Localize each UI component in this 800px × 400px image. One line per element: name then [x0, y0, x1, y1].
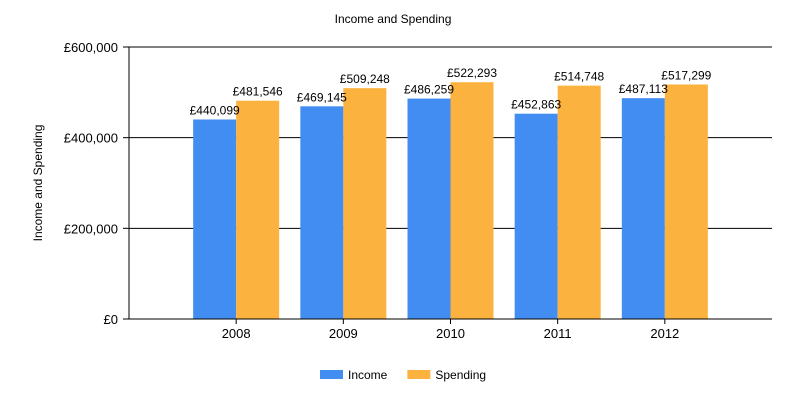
data-label: £486,259	[404, 83, 454, 97]
x-tick-label: 2008	[222, 326, 251, 341]
data-label: £469,145	[297, 90, 347, 104]
bar-spending	[664, 84, 708, 319]
y-axis-label: Income and Spending	[31, 125, 45, 242]
data-label: £452,863	[511, 98, 561, 112]
bar-spending	[343, 88, 387, 320]
x-tick-label: 2012	[650, 326, 679, 341]
x-tick-label: 2011	[544, 326, 572, 341]
data-label: £481,546	[233, 85, 283, 99]
y-tick-label: £400,000	[64, 131, 118, 146]
y-tick-label: £600,000	[64, 40, 118, 55]
bar-income	[514, 113, 558, 319]
data-label: £509,248	[340, 72, 390, 86]
bar-spending	[236, 100, 280, 319]
y-tick-label: £200,000	[64, 221, 118, 236]
bar-income	[621, 98, 665, 319]
legend-label-income: Income	[348, 368, 388, 382]
bar-income	[407, 98, 451, 319]
bar-spending	[557, 85, 601, 319]
legend-swatch-income	[320, 370, 343, 379]
legend-swatch-spending	[407, 370, 431, 379]
chart-title: Income and Spending	[335, 12, 452, 26]
data-label: £440,099	[190, 103, 240, 117]
bars	[193, 82, 708, 320]
legend-label-spending: Spending	[435, 368, 486, 382]
x-tick-label: 2010	[436, 326, 465, 341]
bar-spending	[450, 82, 494, 319]
y-ticks: £0 £200,000 £400,000 £600,000	[64, 40, 129, 327]
legend: Income Spending	[320, 368, 486, 382]
y-tick-label: £0	[104, 312, 118, 327]
x-tick-label: 2009	[329, 326, 358, 341]
bar-income	[300, 106, 344, 320]
data-labels: £440,099 £481,546 £469,145 £509,248 £486,259…	[190, 66, 712, 117]
data-label: £514,748	[554, 70, 604, 84]
bar-income	[193, 119, 237, 319]
x-ticks: 2008 2009 2010 2011 2012	[222, 319, 679, 341]
data-label: £522,293	[447, 66, 497, 80]
data-label: £487,113	[619, 82, 668, 96]
data-label: £517,299	[661, 68, 711, 82]
